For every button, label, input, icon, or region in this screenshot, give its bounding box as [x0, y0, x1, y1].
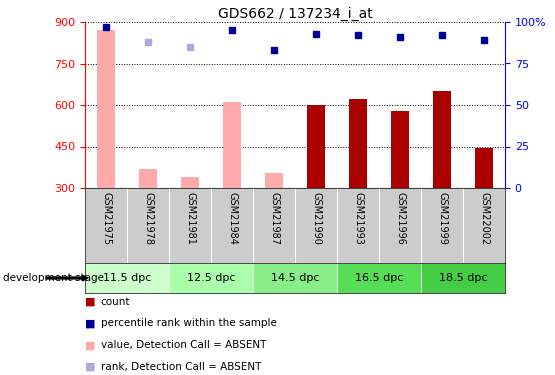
Text: 16.5 dpc: 16.5 dpc — [355, 273, 403, 283]
Bar — [265, 173, 284, 188]
Text: GSM21993: GSM21993 — [353, 192, 363, 244]
Bar — [306, 105, 325, 188]
Text: ■: ■ — [85, 318, 95, 328]
Text: development stage: development stage — [3, 273, 104, 283]
Text: value, Detection Call = ABSENT: value, Detection Call = ABSENT — [100, 340, 266, 350]
Bar — [432, 91, 451, 188]
Bar — [391, 111, 410, 188]
Bar — [139, 169, 158, 188]
Text: 11.5 dpc: 11.5 dpc — [103, 273, 151, 283]
Bar — [169, 263, 253, 293]
Bar — [421, 263, 505, 293]
Bar — [475, 148, 493, 188]
Text: percentile rank within the sample: percentile rank within the sample — [100, 318, 276, 328]
Text: GSM21978: GSM21978 — [143, 192, 153, 245]
Text: GSM21987: GSM21987 — [269, 192, 279, 245]
Bar — [337, 263, 421, 293]
Bar — [180, 177, 199, 188]
Title: GDS662 / 137234_i_at: GDS662 / 137234_i_at — [218, 7, 372, 21]
Bar — [253, 263, 337, 293]
Text: ■: ■ — [85, 340, 95, 350]
Text: GSM21984: GSM21984 — [227, 192, 237, 244]
Text: GSM21990: GSM21990 — [311, 192, 321, 244]
Text: GSM22002: GSM22002 — [479, 192, 489, 245]
Text: count: count — [100, 297, 130, 307]
Bar — [85, 263, 169, 293]
Text: 18.5 dpc: 18.5 dpc — [439, 273, 487, 283]
Bar — [223, 102, 241, 188]
Bar — [349, 99, 367, 188]
Text: 14.5 dpc: 14.5 dpc — [271, 273, 319, 283]
Text: ■: ■ — [85, 362, 95, 372]
Text: GSM21996: GSM21996 — [395, 192, 405, 244]
Text: ■: ■ — [85, 297, 95, 307]
Text: rank, Detection Call = ABSENT: rank, Detection Call = ABSENT — [100, 362, 261, 372]
Text: GSM21999: GSM21999 — [437, 192, 447, 244]
Text: GSM21975: GSM21975 — [101, 192, 111, 245]
Text: 12.5 dpc: 12.5 dpc — [186, 273, 235, 283]
Bar — [97, 30, 115, 188]
Text: GSM21981: GSM21981 — [185, 192, 195, 244]
